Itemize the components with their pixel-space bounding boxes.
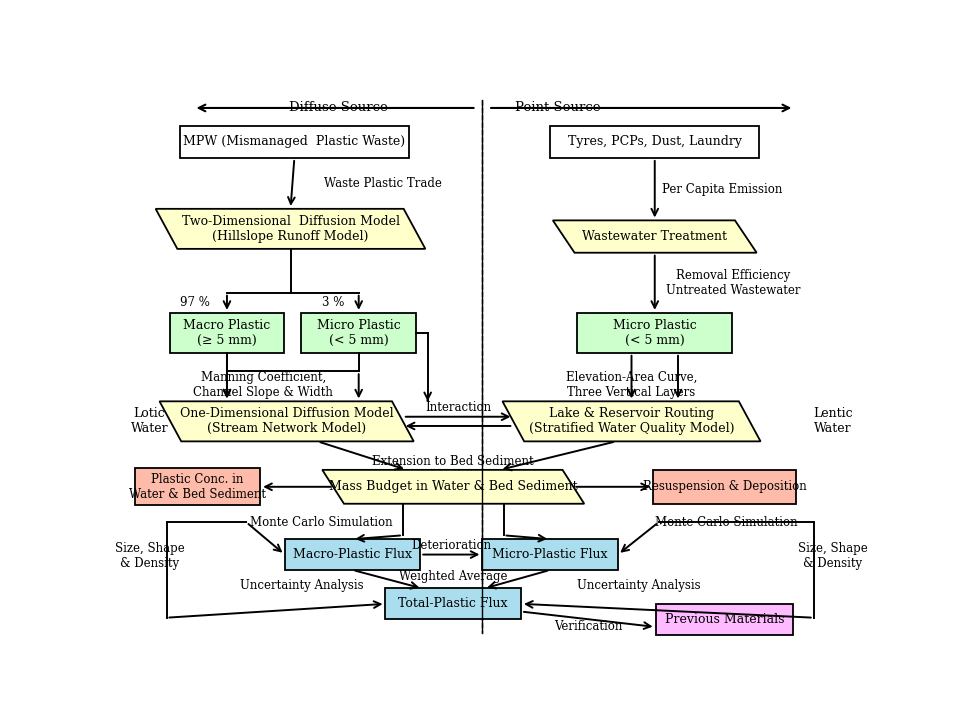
Text: Per Capita Emission: Per Capita Emission [662,183,782,196]
FancyBboxPatch shape [550,126,759,158]
FancyBboxPatch shape [577,312,732,353]
Text: Micro-Plastic Flux: Micro-Plastic Flux [492,548,608,561]
Text: Waste Plastic Trade: Waste Plastic Trade [324,177,442,190]
FancyBboxPatch shape [285,539,420,570]
Text: Lake & Reservoir Routing
(Stratified Water Quality Model): Lake & Reservoir Routing (Stratified Wat… [529,408,734,436]
Text: Micro Plastic
(< 5 mm): Micro Plastic (< 5 mm) [317,319,400,347]
Text: Weighted Average: Weighted Average [399,570,508,582]
Text: Size, Shape
& Density: Size, Shape & Density [114,542,184,570]
FancyBboxPatch shape [653,470,796,504]
Text: MPW (Mismanaged  Plastic Waste): MPW (Mismanaged Plastic Waste) [183,135,405,148]
Text: Size, Shape
& Density: Size, Shape & Density [798,542,868,570]
FancyBboxPatch shape [301,312,416,353]
Text: Manning Coefficient,
Channel Slope & Width: Manning Coefficient, Channel Slope & Wid… [193,371,333,399]
Text: One-Dimensional Diffusion Model
(Stream Network Model): One-Dimensional Diffusion Model (Stream … [180,408,394,436]
FancyBboxPatch shape [180,126,409,158]
Text: Resuspension & Deposition: Resuspension & Deposition [642,480,806,493]
Text: 97 %: 97 % [180,296,210,310]
Text: Elevation-Area Curve,
Three Vertical Layers: Elevation-Area Curve, Three Vertical Lay… [565,371,697,399]
Text: Deterioration: Deterioration [411,539,492,552]
Text: Verification: Verification [554,621,622,634]
Text: Monte Carlo Simulation: Monte Carlo Simulation [655,516,798,528]
Text: Lotic
Water: Lotic Water [131,408,168,436]
Text: Wastewater Treatment: Wastewater Treatment [583,230,728,243]
Text: Extension to Bed Sediment: Extension to Bed Sediment [372,455,534,468]
FancyBboxPatch shape [482,539,618,570]
Text: Tyres, PCPs, Dust, Laundry: Tyres, PCPs, Dust, Laundry [567,135,742,148]
Text: Micro Plastic
(< 5 mm): Micro Plastic (< 5 mm) [612,319,697,347]
FancyBboxPatch shape [385,588,521,619]
Polygon shape [502,401,760,441]
FancyBboxPatch shape [656,604,794,634]
Text: Total-Plastic Flux: Total-Plastic Flux [398,598,508,611]
Polygon shape [156,209,425,249]
Polygon shape [553,220,756,253]
Text: Uncertainty Analysis: Uncertainty Analysis [577,579,701,592]
Text: Monte Carlo Simulation: Monte Carlo Simulation [251,516,393,528]
Text: Diffuse Source: Diffuse Source [289,102,388,114]
Text: Point Source: Point Source [516,102,601,114]
Text: Removal Efficiency
Untreated Wastewater: Removal Efficiency Untreated Wastewater [666,269,801,297]
Polygon shape [159,401,414,441]
Text: Two-Dimensional  Diffusion Model
(Hillslope Runoff Model): Two-Dimensional Diffusion Model (Hillslo… [181,215,399,243]
Text: Plastic Conc. in
Water & Bed Sediment: Plastic Conc. in Water & Bed Sediment [129,473,266,501]
FancyBboxPatch shape [134,468,260,505]
Polygon shape [323,470,585,504]
Text: Macro-Plastic Flux: Macro-Plastic Flux [293,548,412,561]
FancyBboxPatch shape [170,312,284,353]
Text: Macro Plastic
(≥ 5 mm): Macro Plastic (≥ 5 mm) [183,319,271,347]
Text: Lentic
Water: Lentic Water [813,408,852,436]
Text: 3 %: 3 % [323,296,345,310]
Text: Previous Materials: Previous Materials [664,613,784,626]
Text: Uncertainty Analysis: Uncertainty Analysis [240,579,364,592]
Text: Mass Budget in Water & Bed Sediment: Mass Budget in Water & Bed Sediment [329,480,578,493]
Text: Interaction: Interaction [425,401,492,414]
